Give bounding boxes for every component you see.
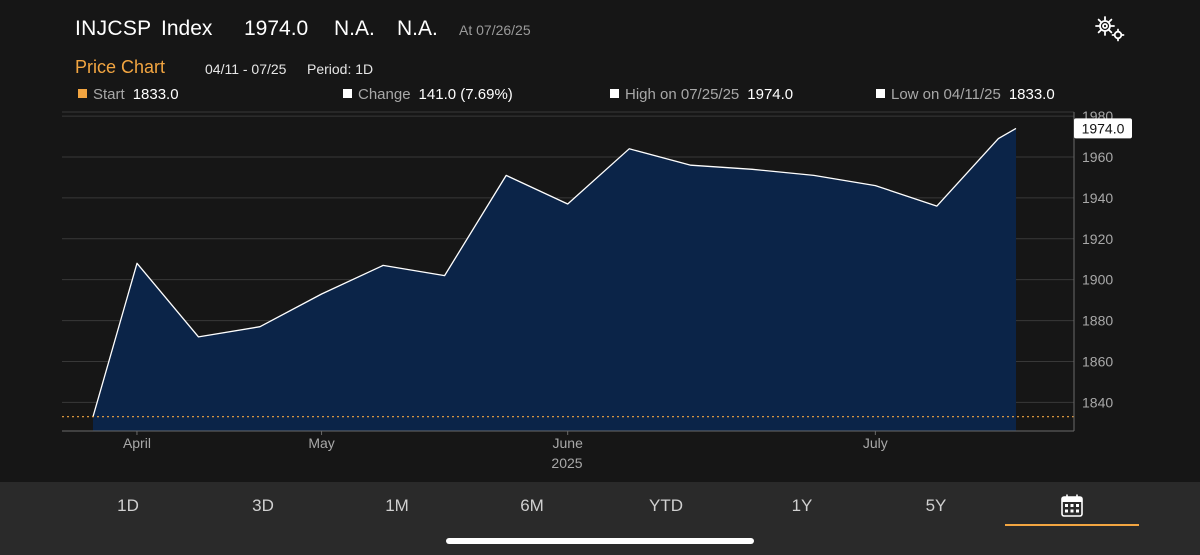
y-tick-label: 1920: [1082, 231, 1113, 247]
x-tick-label: June: [553, 435, 584, 451]
start-marker-icon: [78, 89, 87, 98]
area-fill: [93, 128, 1016, 431]
stat-start: Start 1833.0: [78, 86, 179, 103]
x-tick-label: May: [308, 435, 334, 451]
as-of-date: At 07/26/25: [459, 22, 531, 38]
period-1d-button[interactable]: 1D: [117, 496, 139, 515]
area-series: [62, 127, 1074, 431]
last-value-box: [1074, 118, 1132, 139]
y-tick-label: 1900: [1082, 272, 1113, 288]
date-range: 04/11 - 07/25: [205, 61, 287, 77]
period-ytd-button[interactable]: YTD: [649, 496, 683, 515]
security-type: Index: [161, 17, 213, 40]
price-chart-title: Price Chart: [75, 57, 166, 77]
stat-value: 1833.0: [132, 86, 179, 103]
x-tick-label: July: [863, 435, 888, 451]
x-tick-label: April: [123, 435, 151, 451]
stat-label: Low on 04/11/25: [891, 86, 1001, 103]
stat-value: 1833.0: [1008, 86, 1055, 103]
calendar-range-button[interactable]: [1005, 492, 1139, 524]
y-tick-label: 1860: [1082, 353, 1113, 369]
stat-change: Change 141.0 (7.69%): [343, 86, 513, 103]
y-tick-label: 1940: [1082, 190, 1113, 206]
axes: [62, 112, 1075, 435]
percent-change: N.A.: [397, 17, 438, 40]
stat-low: Low on 04/11/25 1833.0: [876, 86, 1055, 103]
y-tick-label: 1840: [1082, 394, 1113, 410]
y-tick-label: 1880: [1082, 313, 1113, 329]
period-1m-button[interactable]: 1M: [385, 496, 409, 515]
stat-value: 141.0 (7.69%): [418, 86, 513, 103]
last-price: 1974.0: [244, 17, 309, 40]
period-selector-bar: 1D 3D 1M 6M YTD 1Y 5Y: [0, 482, 1200, 555]
last-value-label: 1974.0: [1082, 120, 1125, 136]
x-axis-year-label: 2025: [551, 455, 582, 471]
period-1y-button[interactable]: 1Y: [791, 496, 813, 515]
net-change: N.A.: [334, 17, 375, 40]
high-marker-icon: [610, 89, 619, 98]
period-3d-button[interactable]: 3D: [252, 496, 274, 515]
ticker-symbol: INJCSP: [75, 17, 152, 40]
stat-label: High on 07/25/25: [625, 86, 740, 103]
settings-gear-icon[interactable]: [1093, 14, 1127, 44]
stat-label: Start: [93, 86, 125, 103]
stat-label: Change: [358, 86, 411, 103]
change-marker-icon: [343, 89, 352, 98]
stat-high: High on 07/25/25 1974.0: [610, 86, 793, 103]
stat-value: 1974.0: [747, 86, 794, 103]
y-tick-label: 1960: [1082, 149, 1113, 165]
calendar-icon: [1061, 494, 1083, 517]
low-marker-icon: [876, 89, 885, 98]
price-line: [92, 127, 1017, 417]
period-label: Period: 1D: [307, 61, 374, 77]
period-5y-button[interactable]: 5Y: [925, 496, 947, 515]
period-6m-button[interactable]: 6M: [520, 496, 544, 515]
home-indicator[interactable]: [446, 538, 754, 544]
selected-tab-indicator: [1005, 524, 1139, 526]
chart-header: INJCSP Index 1974.0 N.A. N.A. At 07/26/2…: [0, 0, 1200, 112]
